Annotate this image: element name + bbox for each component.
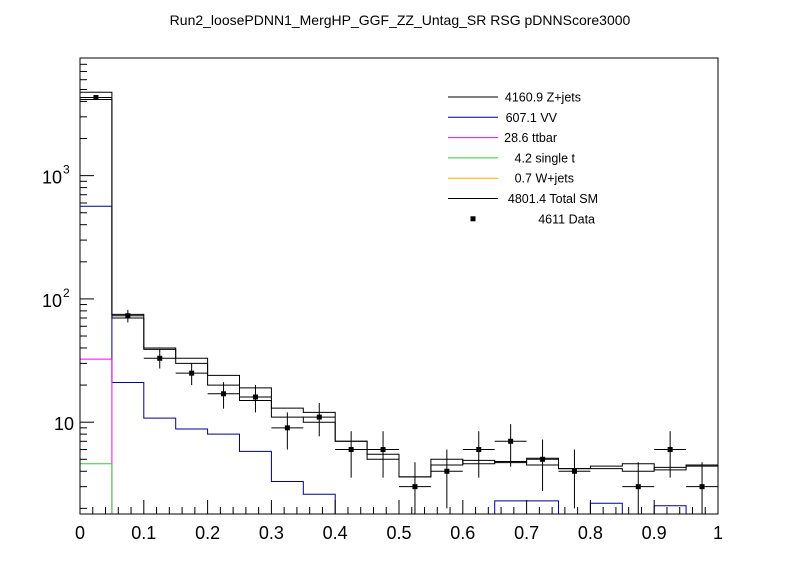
- x-tick-label: 0: [75, 523, 85, 543]
- data-marker: [348, 447, 354, 453]
- data-marker: [93, 95, 99, 101]
- data-marker: [699, 484, 705, 490]
- legend-label: 4611 Data: [538, 212, 595, 226]
- chart-title: Run2_loosePDNN1_MergHP_GGF_ZZ_Untag_SR R…: [170, 12, 631, 28]
- data-marker: [380, 447, 386, 453]
- y-tick-label: 10: [42, 168, 62, 188]
- legend-label: 607.1 VV: [506, 111, 558, 125]
- legend-marker: [470, 216, 476, 222]
- x-tick-label: 1: [713, 523, 723, 543]
- data-point: [686, 462, 718, 514]
- data-marker: [284, 425, 290, 431]
- data-points-layer: [80, 95, 718, 514]
- x-tick-label: 0.6: [450, 523, 475, 543]
- data-point: [303, 402, 336, 437]
- data-point: [526, 439, 559, 492]
- data-point: [143, 349, 176, 369]
- x-tick-label: 0.8: [578, 523, 603, 543]
- data-marker: [125, 313, 131, 319]
- y-tick-label: 10: [54, 414, 74, 434]
- legend-entry: 4611 Data: [470, 212, 595, 226]
- data-marker: [540, 456, 546, 462]
- data-point: [80, 95, 112, 101]
- legend-entry: 4.2 single t: [448, 151, 576, 165]
- data-point: [622, 462, 655, 514]
- legend-entry: 4160.9 Z+jets: [448, 91, 581, 105]
- data-point: [175, 363, 208, 386]
- data-marker: [412, 484, 418, 490]
- legend-label: 4160.9 Z+jets: [505, 91, 581, 105]
- data-point: [335, 431, 368, 478]
- data-point: [654, 431, 687, 478]
- data-marker: [252, 394, 258, 400]
- legend-label: 0.7 W+jets: [515, 172, 574, 186]
- x-tick-label: 0.9: [642, 523, 667, 543]
- legend-entry: 607.1 VV: [448, 111, 558, 125]
- data-marker: [157, 355, 163, 361]
- data-marker: [635, 484, 641, 490]
- legend-label: 4801.4 Total SM: [508, 192, 598, 206]
- data-point: [399, 462, 431, 514]
- data-marker: [667, 447, 673, 453]
- x-tick-label: 0.4: [323, 523, 348, 543]
- series-total-sm-outline: [79, 91, 719, 514]
- legend-label: 4.2 single t: [515, 151, 576, 165]
- legend: 4160.9 Z+jets 607.1 VV 28.6 ttbar 4.2 singl…: [448, 91, 598, 226]
- histogram-layer: [79, 91, 719, 515]
- series-z-jets-outline: [79, 98, 719, 514]
- legend-entry: 28.6 ttbar: [448, 131, 557, 145]
- data-point: [239, 385, 272, 413]
- data-marker: [189, 370, 195, 376]
- x-tick-label: 0.2: [195, 523, 220, 543]
- data-point: [111, 309, 144, 323]
- plot-frame: [79, 57, 719, 515]
- data-point: [207, 382, 240, 409]
- data-point: [271, 412, 304, 450]
- data-marker: [476, 447, 482, 453]
- data-point: [494, 424, 527, 467]
- legend-label: 28.6 ttbar: [504, 131, 557, 145]
- x-tick-label: 0.3: [259, 523, 284, 543]
- legend-entry: 0.7 W+jets: [448, 172, 574, 186]
- data-point: [558, 449, 591, 509]
- data-point: [367, 431, 399, 478]
- series-ttbar-outline: [79, 358, 718, 515]
- data-marker: [508, 438, 514, 444]
- legend-entry: 4801.4 Total SM: [448, 192, 598, 206]
- y-tick-exponent: 2: [63, 286, 70, 300]
- data-marker: [221, 391, 227, 397]
- data-point: [462, 431, 495, 478]
- x-tick-label: 0.1: [131, 523, 156, 543]
- x-tick-label: 0.5: [386, 523, 411, 543]
- data-marker: [444, 468, 450, 474]
- y-tick-exponent: 3: [63, 163, 70, 177]
- x-tick-label: 0.7: [514, 523, 539, 543]
- data-marker: [571, 468, 577, 474]
- data-point: [430, 449, 463, 509]
- y-tick-label: 10: [42, 291, 62, 311]
- data-marker: [316, 414, 322, 420]
